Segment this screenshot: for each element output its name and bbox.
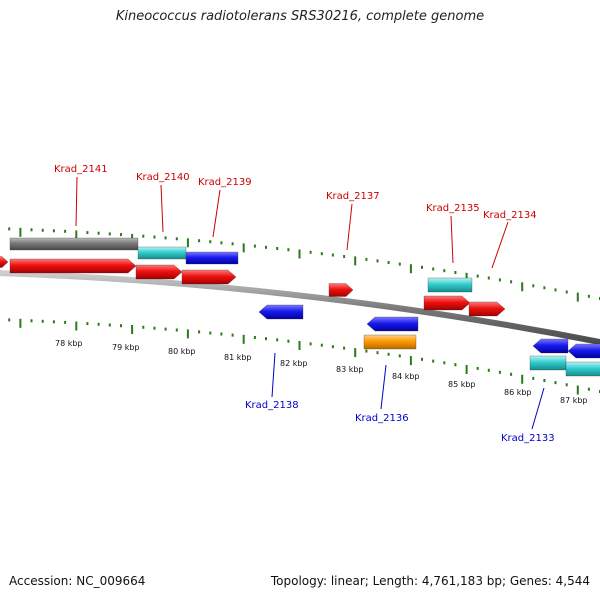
gene-label-krad-2136[interactable]: Krad_2136 [355,413,409,424]
gene-krad-2137 [328,283,354,297]
callout-krad-2133 [531,387,545,430]
callout-krad-2135 [450,215,454,264]
tick-label-81: 81 kbp [224,353,252,362]
gene-krad-2141 [9,258,137,274]
gene-krad-2133 [532,338,569,354]
gene-krad-2134 [468,301,506,317]
accession-text: Accession: NC_009664 [9,574,146,588]
tick-label-80: 80 kbp [168,347,196,356]
callout-krad-2138 [271,352,276,398]
map-title: Kineococcus radiotolerans SRS30216, comp… [115,9,485,24]
gene-features [0,237,600,377]
tick-track-upper [8,227,600,302]
tick-label-84: 84 kbp [392,372,420,381]
gene-callout-lines [75,176,545,430]
tick-label-79: 79 kbp [112,343,140,352]
gene-krad-2135-upper-block [427,277,473,293]
gene-label-krad-2134[interactable]: Krad_2134 [483,210,537,221]
gene-label-krad-2140[interactable]: Krad_2140 [136,172,190,183]
gene-labels-upper: Krad_2141 Krad_2140 Krad_2139 Krad_2137 … [54,164,537,221]
gene-label-krad-2139[interactable]: Krad_2139 [198,177,252,188]
tick-track-lower [8,318,600,395]
gene-krad-2140 [135,264,183,280]
callout-krad-2139 [212,189,221,238]
gene-label-krad-2133[interactable]: Krad_2133 [501,433,555,444]
tick-label-85: 85 kbp [448,380,476,389]
tick-label-87: 87 kbp [560,396,588,405]
gene-label-krad-2141[interactable]: Krad_2141 [54,164,108,175]
gene-krad-2141-upper-block [9,237,139,251]
tick-label-82: 82 kbp [280,359,308,368]
tick-label-78: 78 kbp [55,339,83,348]
gene-edge-lower-block [565,361,600,377]
gene-label-krad-2137[interactable]: Krad_2137 [326,191,380,202]
gene-krad-2139 [181,269,237,285]
gene-edge-forward [0,256,9,268]
gene-label-krad-2135[interactable]: Krad_2135 [426,203,480,214]
gene-edge-reverse [567,343,600,359]
sequence-backbone [0,270,600,346]
gene-krad-2133-lower-block [529,355,567,371]
callout-krad-2134 [491,221,509,269]
tick-label-83: 83 kbp [336,365,364,374]
gene-label-krad-2138[interactable]: Krad_2138 [245,400,299,411]
tick-label-86: 86 kbp [504,388,532,397]
gene-krad-2138 [258,304,304,320]
callout-krad-2141 [75,176,78,227]
gene-krad-2139-upper-block [185,251,239,265]
callout-krad-2137 [346,203,353,251]
callout-krad-2136 [380,364,387,410]
gene-krad-2140-upper-block [137,246,187,260]
topology-text: Topology: linear; Length: 4,761,183 bp; … [270,574,590,588]
gene-krad-2136-lower-block [363,334,417,350]
callout-krad-2140 [160,184,164,233]
gene-krad-2136 [366,316,419,332]
gene-krad-2135 [423,295,471,311]
gene-labels-lower: Krad_2138 Krad_2136 Krad_2133 [245,400,555,444]
axis-tick-labels: 78 kbp 79 kbp 80 kbp 81 kbp 82 kbp 83 kb… [55,339,588,405]
